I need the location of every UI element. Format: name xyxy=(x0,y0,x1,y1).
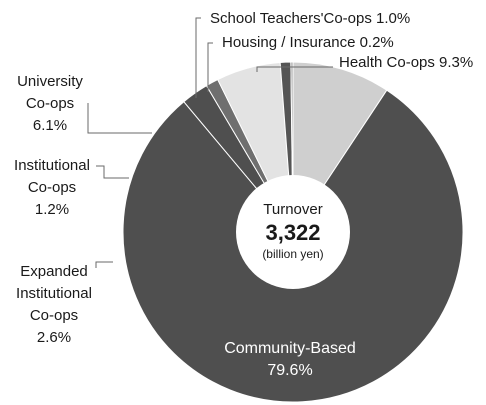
leader-lines-group xyxy=(87,17,333,268)
label-housing-insurance: Housing / Insurance 0.2% xyxy=(222,34,394,51)
label-school-teachers-co-ops: School Teachers'Co-ops 1.0% xyxy=(210,10,410,27)
label-community-based: Community-Based 79.6% xyxy=(224,340,356,379)
label-line: Co-ops xyxy=(28,179,76,196)
label-line: Co-ops xyxy=(30,307,78,324)
label-institutional-co-ops: Institutional Co-ops 1.2% xyxy=(14,157,90,218)
label-expanded-institutional-co-ops: Expanded Institutional Co-ops 2.6% xyxy=(16,263,92,346)
label-line: University xyxy=(17,73,83,90)
label-health-co-ops: Health Co-ops 9.3% xyxy=(339,54,473,71)
leader-line-housing-insurance xyxy=(207,42,213,92)
slice-labels-group: Health Co-ops 9.3% Community-Based 79.6% Ex… xyxy=(14,10,473,379)
center-unit: (billion yen) xyxy=(262,247,323,261)
label-line: Institutional xyxy=(14,157,90,174)
label-line: Community-Based xyxy=(224,340,356,357)
leader-line-institutional-co-ops xyxy=(96,165,129,179)
label-line: Health Co-ops 9.3% xyxy=(339,54,473,71)
leader-line-school-teachers-co-ops xyxy=(195,17,201,98)
label-line: 6.1% xyxy=(33,117,67,134)
leader-line-university-co-ops xyxy=(87,103,152,134)
label-line: Expanded xyxy=(20,263,88,280)
label-line: 79.6% xyxy=(267,362,312,379)
label-line: Housing / Insurance 0.2% xyxy=(222,34,394,51)
label-line: Institutional xyxy=(16,285,92,302)
center-value: 3,322 xyxy=(265,220,320,245)
label-line: School Teachers'Co-ops 1.0% xyxy=(210,10,410,27)
label-line: Co-ops xyxy=(26,95,74,112)
donut-hole xyxy=(236,175,350,289)
label-university-co-ops: University Co-ops 6.1% xyxy=(17,73,83,134)
center-title: Turnover xyxy=(263,201,322,218)
label-line: 1.2% xyxy=(35,201,69,218)
label-line: 2.6% xyxy=(37,329,71,346)
leader-line-health-co-ops xyxy=(256,66,333,72)
leader-line-expanded-institutional-co-ops xyxy=(95,261,113,268)
